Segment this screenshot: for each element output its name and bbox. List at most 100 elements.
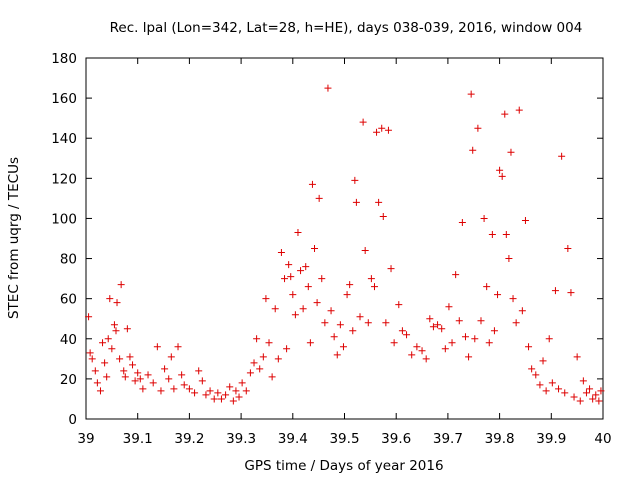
data-point-marker xyxy=(488,230,496,238)
data-point-marker xyxy=(567,289,575,297)
data-point-marker xyxy=(545,335,553,343)
data-point-marker xyxy=(93,379,101,387)
x-tick-label: 39.4 xyxy=(278,431,308,447)
data-point-marker xyxy=(226,383,234,391)
data-point-marker xyxy=(387,265,395,273)
data-point-marker xyxy=(501,110,509,118)
data-point-marker xyxy=(242,387,250,395)
data-point-marker xyxy=(551,287,559,295)
data-point-marker xyxy=(441,345,449,353)
data-point-marker xyxy=(104,335,112,343)
data-point-marker xyxy=(302,263,310,271)
data-point-marker xyxy=(408,351,416,359)
data-point-marker xyxy=(185,385,193,393)
data-point-marker xyxy=(291,311,299,319)
data-point-marker xyxy=(274,355,282,363)
data-point-marker xyxy=(521,216,529,224)
data-point-marker xyxy=(126,353,134,361)
data-point-marker xyxy=(474,124,482,132)
data-point-marker xyxy=(367,275,375,283)
data-point-marker xyxy=(106,295,114,303)
data-point-marker xyxy=(170,385,178,393)
y-tick-label: 20 xyxy=(60,372,77,388)
data-point-marker xyxy=(268,373,276,381)
data-point-marker xyxy=(86,349,94,357)
data-point-marker xyxy=(139,385,147,393)
y-tick-label: 100 xyxy=(51,211,77,227)
data-point-marker xyxy=(561,389,569,397)
data-point-marker xyxy=(153,343,161,351)
data-point-marker xyxy=(494,291,502,299)
data-point-marker xyxy=(120,367,128,375)
data-point-marker xyxy=(592,391,600,399)
data-point-marker xyxy=(564,245,572,253)
data-point-marker xyxy=(438,325,446,333)
data-point-marker xyxy=(502,230,510,238)
data-point-marker xyxy=(509,295,517,303)
chart-title: Rec. lpal (Lon=342, Lat=28, h=HE), days … xyxy=(110,20,583,36)
data-point-marker xyxy=(512,319,520,327)
data-point-marker xyxy=(485,339,493,347)
data-point-marker xyxy=(202,391,210,399)
data-point-marker xyxy=(496,166,504,174)
data-point-marker xyxy=(259,353,267,361)
data-point-marker xyxy=(507,148,515,156)
data-point-marker xyxy=(434,321,442,329)
data-point-marker xyxy=(378,124,386,132)
data-point-marker xyxy=(161,365,169,373)
data-point-marker xyxy=(85,313,93,321)
data-point-marker xyxy=(304,283,312,291)
data-point-marker xyxy=(318,275,326,283)
data-point-marker xyxy=(88,355,96,363)
data-point-marker xyxy=(465,353,473,361)
data-point-marker xyxy=(505,255,513,263)
data-point-marker xyxy=(308,180,316,188)
data-point-marker xyxy=(180,381,188,389)
x-tick-label: 39.5 xyxy=(329,431,359,447)
data-point-marker xyxy=(195,367,203,375)
data-point-marker xyxy=(548,379,556,387)
data-point-marker xyxy=(570,393,578,401)
data-point-marker xyxy=(277,249,285,257)
data-point-marker xyxy=(351,176,359,184)
data-point-marker xyxy=(324,84,332,92)
data-point-marker xyxy=(136,375,144,383)
data-point-marker xyxy=(403,331,411,339)
data-point-marker xyxy=(589,395,597,403)
data-point-marker xyxy=(480,214,488,222)
data-point-marker xyxy=(573,353,581,361)
data-point-marker xyxy=(390,339,398,347)
data-point-marker xyxy=(214,389,222,397)
data-point-marker xyxy=(483,283,491,291)
data-point-marker xyxy=(352,198,360,206)
data-point-marker xyxy=(558,152,566,160)
data-point-marker xyxy=(525,343,533,351)
data-point-marker xyxy=(382,319,390,327)
data-point-marker xyxy=(256,365,264,373)
data-point-marker xyxy=(283,345,291,353)
data-point-marker xyxy=(426,315,434,323)
data-points xyxy=(85,84,605,405)
data-point-marker xyxy=(413,343,421,351)
data-point-marker xyxy=(458,218,466,226)
y-tick-label: 40 xyxy=(60,332,77,348)
y-tick-label: 120 xyxy=(51,171,77,187)
data-point-marker xyxy=(327,307,335,315)
data-point-marker xyxy=(582,389,590,397)
data-point-marker xyxy=(96,387,104,395)
x-tick-label: 39.9 xyxy=(536,431,566,447)
data-point-marker xyxy=(294,228,302,236)
data-point-marker xyxy=(315,194,323,202)
data-point-marker xyxy=(311,245,319,253)
data-point-marker xyxy=(418,347,426,355)
data-point-marker xyxy=(91,367,99,375)
x-tick-label: 39.3 xyxy=(226,431,256,447)
x-tick-label: 39.1 xyxy=(123,431,153,447)
data-point-marker xyxy=(471,335,479,343)
data-point-marker xyxy=(313,299,321,307)
data-point-marker xyxy=(452,271,460,279)
data-point-marker xyxy=(262,295,270,303)
x-tick-label: 39.7 xyxy=(433,431,463,447)
data-point-marker xyxy=(542,387,550,395)
